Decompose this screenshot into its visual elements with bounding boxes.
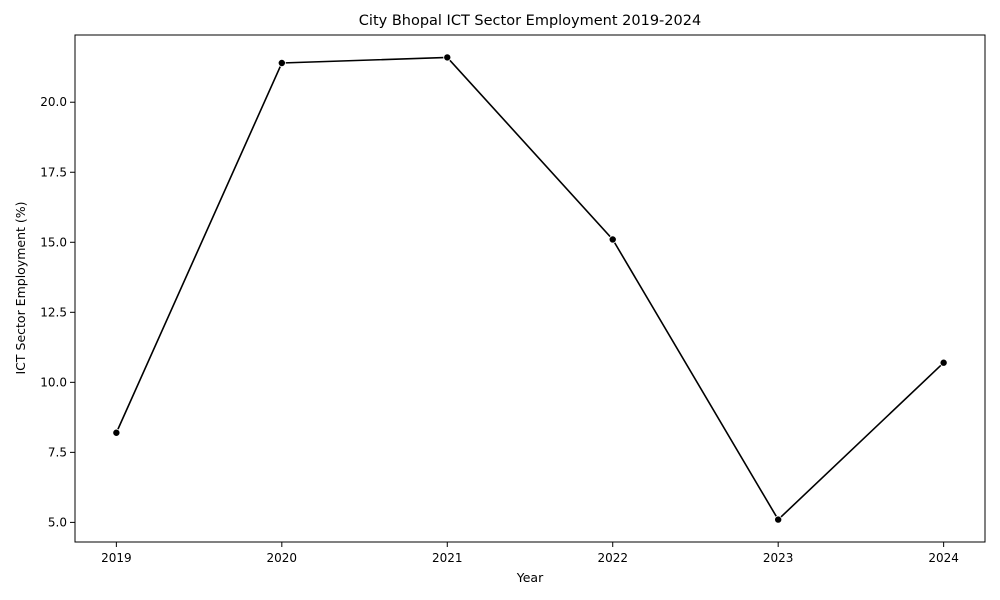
data-point <box>939 358 948 367</box>
y-tick-label: 20.0 <box>40 95 67 109</box>
data-point <box>443 53 452 62</box>
plot-area <box>74 34 986 543</box>
data-point <box>774 515 783 524</box>
x-tick-label: 2020 <box>267 551 298 565</box>
chart-title: City Bhopal ICT Sector Employment 2019-2… <box>359 13 701 29</box>
y-tick-label: 17.5 <box>40 165 67 179</box>
y-axis: 5.0 7.5 10.0 12.5 15.0 17.5 20.0 <box>40 95 75 529</box>
x-tick-label: 2022 <box>597 551 628 565</box>
x-tick-label: 2023 <box>763 551 794 565</box>
y-tick-label: 7.5 <box>48 445 67 459</box>
x-axis-label: Year <box>516 570 544 585</box>
y-tick-label: 10.0 <box>40 375 67 389</box>
series-layer <box>112 53 948 524</box>
y-tick-label: 12.5 <box>40 305 67 319</box>
data-point <box>608 235 617 244</box>
x-tick-label: 2019 <box>101 551 132 565</box>
x-tick-label: 2021 <box>432 551 463 565</box>
x-tick-label: 2024 <box>928 551 959 565</box>
data-point <box>112 428 121 437</box>
x-axis: 2019 2020 2021 2022 2023 2024 <box>101 542 959 565</box>
y-axis-label: ICT Sector Employment (%) <box>13 201 28 374</box>
series-line <box>115 56 945 521</box>
y-tick-label: 5.0 <box>48 515 67 529</box>
y-tick-label: 15.0 <box>40 235 67 249</box>
data-point <box>277 59 286 68</box>
